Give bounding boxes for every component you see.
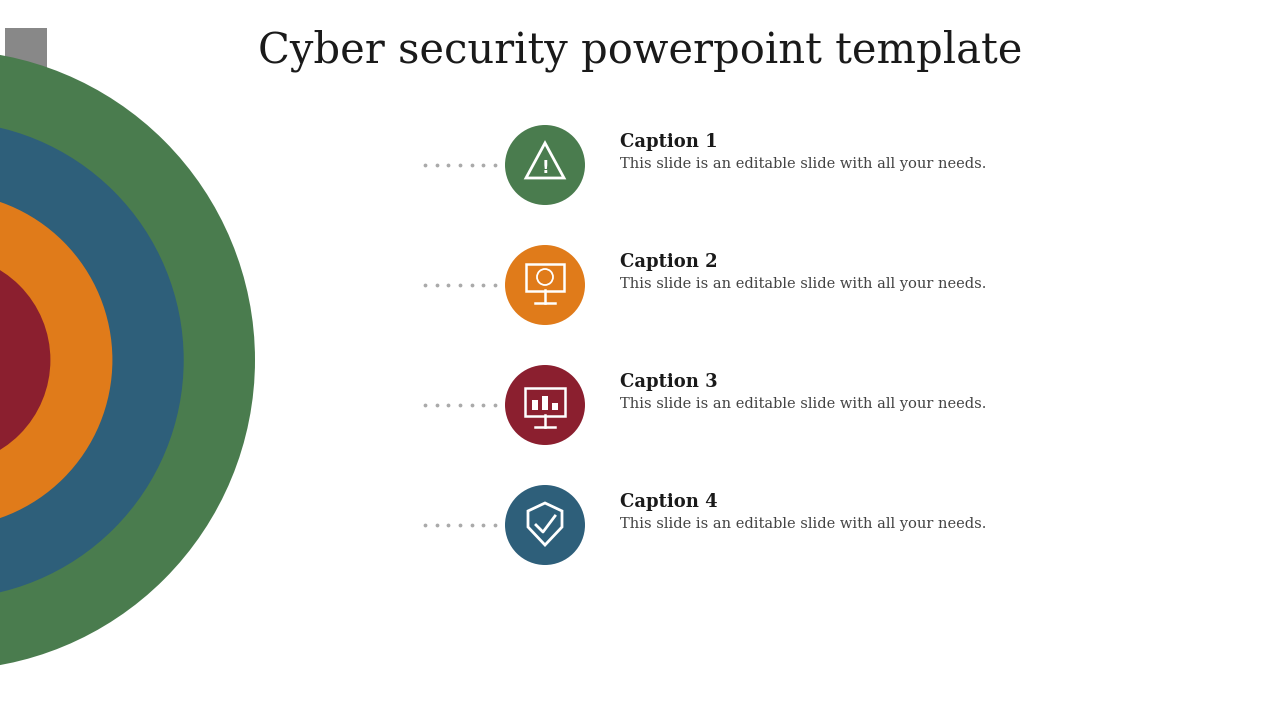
Wedge shape bbox=[0, 255, 50, 465]
Bar bbox=[532, 400, 538, 410]
Text: This slide is an editable slide with all your needs.: This slide is an editable slide with all… bbox=[620, 277, 987, 291]
Wedge shape bbox=[0, 192, 113, 527]
Text: This slide is an editable slide with all your needs.: This slide is an editable slide with all… bbox=[620, 397, 987, 411]
Bar bbox=[541, 396, 548, 410]
Circle shape bbox=[506, 365, 585, 445]
Circle shape bbox=[506, 125, 585, 205]
Text: Caption 3: Caption 3 bbox=[620, 373, 718, 391]
Bar bbox=[552, 403, 558, 410]
Text: This slide is an editable slide with all your needs.: This slide is an editable slide with all… bbox=[620, 157, 987, 171]
Text: This slide is an editable slide with all your needs.: This slide is an editable slide with all… bbox=[620, 517, 987, 531]
Text: Cyber security powerpoint template: Cyber security powerpoint template bbox=[257, 30, 1023, 73]
Text: Caption 4: Caption 4 bbox=[620, 493, 718, 511]
Text: !: ! bbox=[541, 159, 549, 177]
Wedge shape bbox=[0, 50, 255, 670]
Circle shape bbox=[506, 245, 585, 325]
Circle shape bbox=[506, 485, 585, 565]
Wedge shape bbox=[0, 121, 184, 599]
Bar bbox=[5, 28, 47, 70]
Text: Caption 2: Caption 2 bbox=[620, 253, 718, 271]
Text: Caption 1: Caption 1 bbox=[620, 133, 718, 151]
